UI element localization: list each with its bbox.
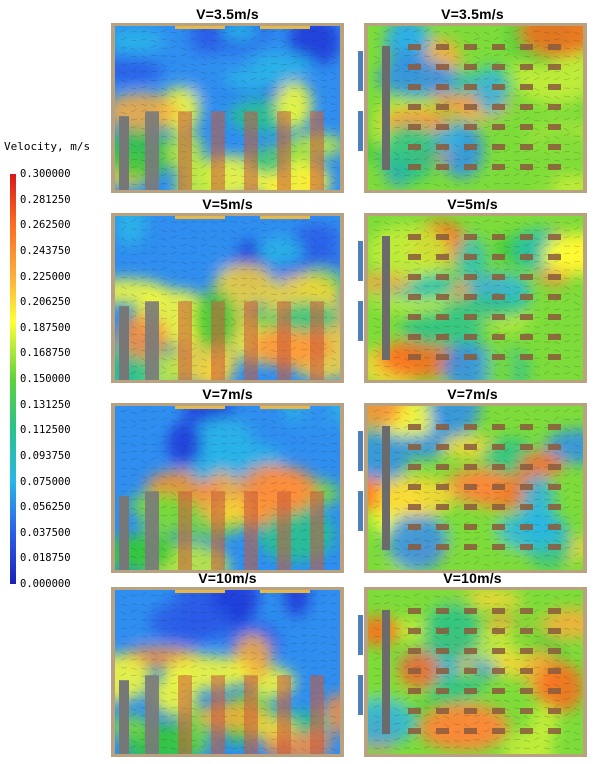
panel-side-5: V=5m/s [105, 198, 350, 390]
colorbar-tick-label: 0.281250 [20, 194, 71, 206]
panel-label: V=3.5m/s [350, 6, 595, 22]
panel-top-3-5: V=3.5m/s [350, 8, 595, 200]
colorbar-tick-label: 0.037500 [20, 527, 71, 539]
colorbar-gradient [10, 174, 16, 584]
panel-side-3-5: V=3.5m/s [105, 8, 350, 200]
colorbar-tick-label: 0.225000 [20, 271, 71, 283]
panel-top-5: V=5m/s [350, 198, 595, 390]
colorbar-tick-label: 0.112500 [20, 424, 71, 436]
colorbar-title: Velocity, m/s [4, 140, 90, 153]
colorbar-tick-label: 0.262500 [20, 219, 71, 231]
colorbar-tick-label: 0.131250 [20, 399, 71, 411]
top-view-contour [350, 20, 595, 200]
side-view-contour [105, 210, 350, 390]
panel-top-7: V=7m/s [350, 388, 595, 580]
side-view-contour [105, 584, 350, 764]
colorbar-tick-label: 0.243750 [20, 245, 71, 257]
top-view-contour [350, 584, 595, 764]
colorbar-tick-label: 0.300000 [20, 168, 71, 180]
colorbar-tick-label: 0.093750 [20, 450, 71, 462]
side-view-contour [105, 400, 350, 580]
panel-label: V=5m/s [350, 196, 595, 212]
colorbar-tick-label: 0.018750 [20, 552, 71, 564]
colorbar-tick-label: 0.168750 [20, 347, 71, 359]
panel-side-10: V=10m/s [105, 572, 350, 764]
panel-label: V=7m/s [105, 386, 350, 402]
panel-top-10: V=10m/s [350, 572, 595, 764]
side-view-contour [105, 20, 350, 200]
panel-label: V=5m/s [105, 196, 350, 212]
colorbar-tick-label: 0.000000 [20, 578, 71, 590]
panel-label: V=10m/s [105, 570, 350, 586]
colorbar-tick-label: 0.206250 [20, 296, 71, 308]
panel-side-7: V=7m/s [105, 388, 350, 580]
top-view-contour [350, 210, 595, 390]
top-view-contour [350, 400, 595, 580]
panel-label: V=7m/s [350, 386, 595, 402]
colorbar-tick-label: 0.187500 [20, 322, 71, 334]
panel-label: V=10m/s [350, 570, 595, 586]
colorbar-tick-label: 0.056250 [20, 501, 71, 513]
panel-label: V=3.5m/s [105, 6, 350, 22]
colorbar-tick-label: 0.150000 [20, 373, 71, 385]
colorbar-tick-label: 0.075000 [20, 476, 71, 488]
